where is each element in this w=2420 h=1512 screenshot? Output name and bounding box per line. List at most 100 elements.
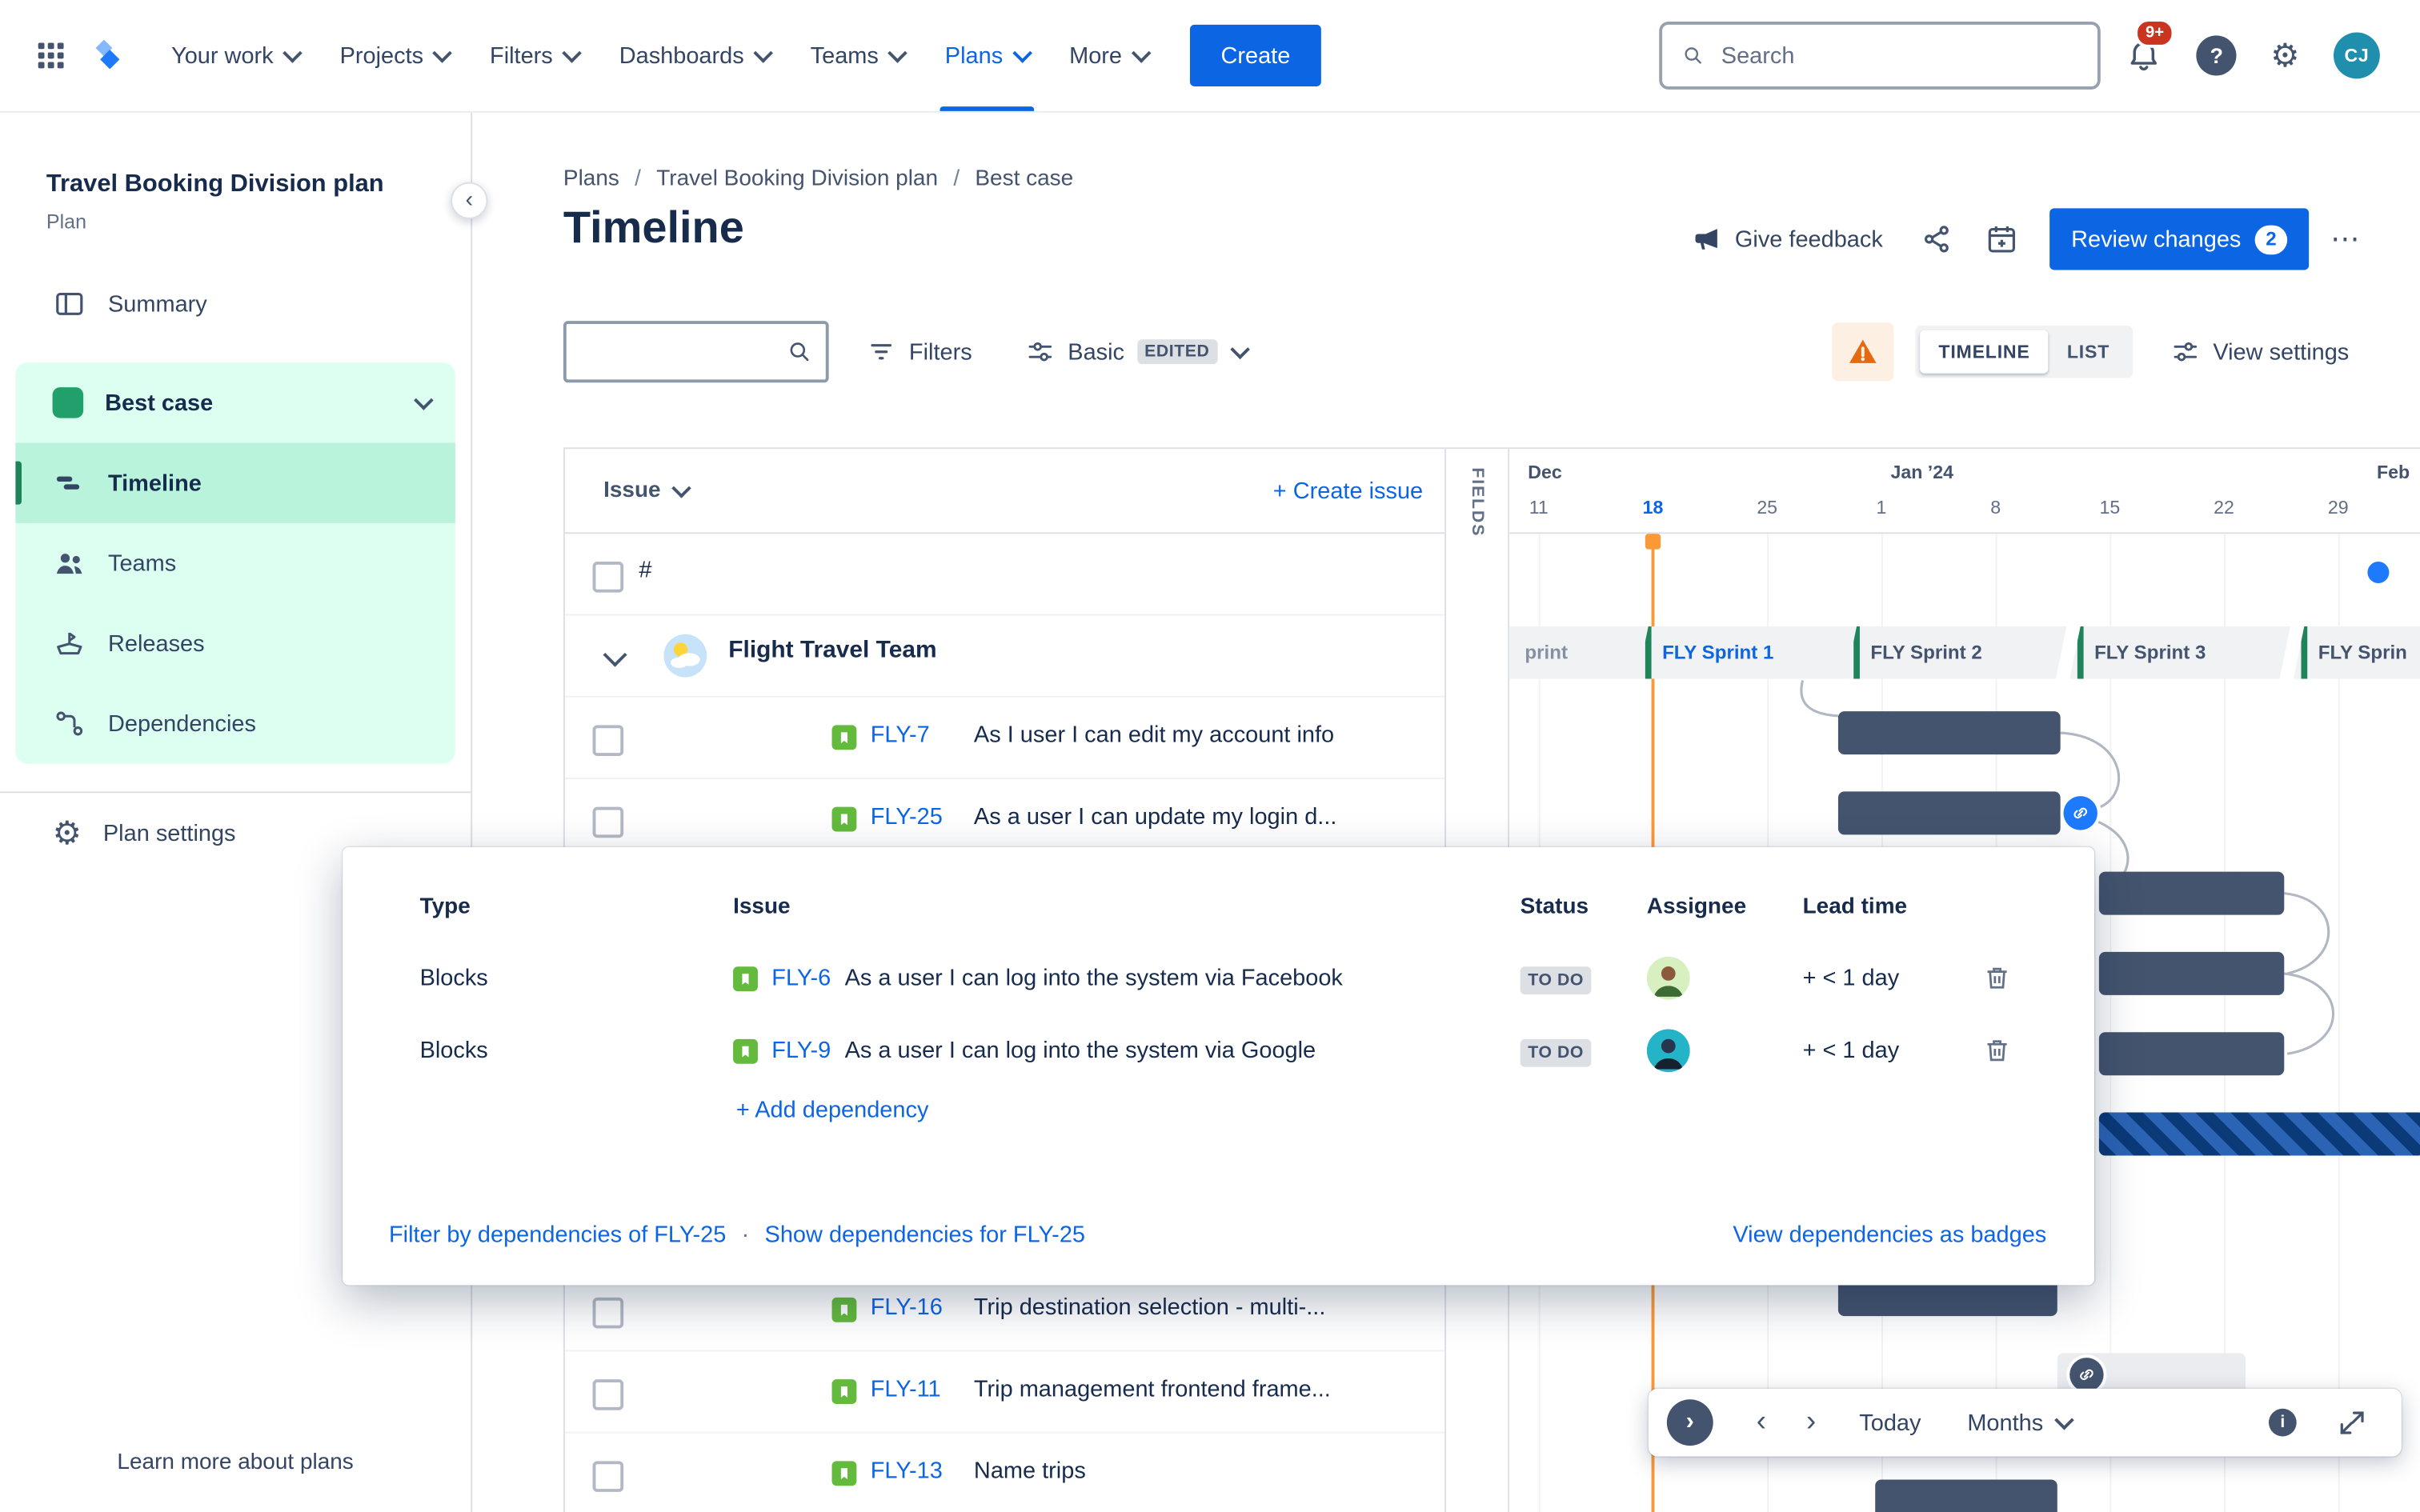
dependencies-popup: Type Issue Status Assignee Lead time Blo…: [343, 846, 2095, 1286]
nav-filters[interactable]: Filters: [470, 0, 599, 111]
app-switcher-button[interactable]: [25, 30, 78, 82]
sidebar-item-summary[interactable]: Summary: [0, 264, 471, 344]
gantt-bar[interactable]: [1837, 791, 2061, 835]
gantt-bar[interactable]: [1837, 711, 2061, 755]
give-feedback-button[interactable]: Give feedback: [1677, 211, 1899, 266]
release-marker[interactable]: [2367, 561, 2390, 583]
issue-key-link[interactable]: FLY-16: [870, 1294, 943, 1321]
plan-header: Travel Booking Division plan Plan: [0, 111, 471, 234]
settings-button[interactable]: ⚙: [2262, 30, 2309, 82]
row-checkbox[interactable]: [592, 725, 624, 756]
team-row[interactable]: Flight Travel Team: [564, 615, 1445, 698]
chevron-down-icon: [1131, 42, 1152, 62]
row-checkbox[interactable]: [592, 561, 624, 593]
sidebar-item-teams[interactable]: Teams: [15, 523, 455, 603]
row-checkbox[interactable]: [592, 1297, 624, 1329]
timeline-search-input[interactable]: [579, 338, 786, 366]
dependency-link-badge[interactable]: [2069, 1358, 2104, 1392]
zoom-level-dropdown[interactable]: Months: [1949, 1400, 2089, 1445]
list-toggle[interactable]: LIST: [2049, 330, 2129, 374]
nav-label: Projects: [339, 42, 424, 69]
sprint-header[interactable]: FLY Sprin: [2294, 626, 2420, 679]
collapse-chevron-icon[interactable]: [603, 642, 627, 667]
jira-logo[interactable]: [77, 26, 135, 85]
add-dependency-link[interactable]: + Add dependency: [735, 1097, 929, 1123]
issue-key-link[interactable]: FLY-9: [771, 1037, 831, 1064]
info-button[interactable]: i: [2254, 1399, 2312, 1446]
sidebar-item-plan-settings[interactable]: ⚙ Plan settings: [0, 794, 471, 874]
filter-by-dependencies-link[interactable]: Filter by dependencies of FLY-25: [388, 1221, 727, 1248]
row-checkbox[interactable]: [592, 806, 624, 838]
help-button[interactable]: ?: [2187, 26, 2246, 85]
issue-column-header[interactable]: Issue: [603, 478, 691, 503]
sidebar-item-timeline[interactable]: Timeline: [15, 442, 455, 524]
breadcrumb-plan-name[interactable]: Travel Booking Division plan: [656, 166, 939, 192]
create-issue-link[interactable]: + Create issue: [1272, 477, 1424, 504]
nav-your-work[interactable]: Your work: [151, 0, 320, 111]
sprint-header[interactable]: FLY Sprint 1: [1637, 626, 1858, 679]
view-dependencies-as-badges-link[interactable]: View dependencies as badges: [1733, 1221, 2047, 1248]
breadcrumb-plans[interactable]: Plans: [563, 166, 619, 192]
sidebar-item-dependencies[interactable]: Dependencies: [15, 684, 455, 764]
calendar-plus-button[interactable]: [1976, 213, 2029, 266]
nav-dashboards[interactable]: Dashboards: [599, 0, 791, 111]
delete-dependency-button[interactable]: [1978, 1032, 2015, 1069]
expand-panel-button[interactable]: ›: [1666, 1399, 1713, 1446]
row-checkbox[interactable]: [592, 1379, 624, 1410]
issue-key-link[interactable]: FLY-25: [870, 803, 943, 830]
nav-teams[interactable]: Teams: [791, 0, 925, 111]
filters-button[interactable]: Filters: [851, 324, 988, 379]
issue-key-link[interactable]: FLY-11: [870, 1376, 941, 1403]
dependency-link-badge[interactable]: [2063, 796, 2097, 830]
date-label: 29: [2327, 496, 2349, 518]
nav-plans[interactable]: Plans: [925, 0, 1049, 111]
profile-button[interactable]: CJ: [2324, 23, 2389, 88]
view-settings-button[interactable]: View settings: [2154, 324, 2364, 379]
issue-key-link[interactable]: FLY-6: [771, 965, 831, 992]
warning-button[interactable]: [1832, 322, 1894, 382]
fullscreen-button[interactable]: [2322, 1398, 2383, 1447]
date-label: 8: [1990, 496, 2001, 518]
sidebar-item-releases[interactable]: Releases: [15, 603, 455, 683]
gantt-bar-striped[interactable]: [2098, 1112, 2420, 1156]
global-search-input[interactable]: [1717, 41, 2080, 70]
create-button[interactable]: Create: [1189, 24, 1321, 86]
issue-key-link[interactable]: FLY-7: [870, 722, 930, 749]
team-avatar: [663, 634, 707, 678]
share-button[interactable]: [1911, 213, 1964, 266]
sidebar-collapse-button[interactable]: ‹: [451, 182, 488, 219]
review-changes-button[interactable]: Review changes 2: [2049, 208, 2310, 270]
gantt-bar[interactable]: [2098, 871, 2285, 915]
sprint-header[interactable]: FLY Sprint 2: [1846, 626, 2067, 679]
scenario-header[interactable]: Best case: [15, 363, 455, 443]
issue-row[interactable]: FLY-11 Trip management frontend frame...: [564, 1351, 1445, 1434]
issue-key-link[interactable]: FLY-13: [870, 1458, 943, 1485]
timeline-search[interactable]: [563, 321, 829, 383]
global-search[interactable]: [1659, 21, 2101, 90]
breadcrumb-scenario[interactable]: Best case: [975, 166, 1074, 192]
teams-icon: [56, 554, 82, 574]
issue-row[interactable]: FLY-7 As I user I can edit my account in…: [564, 698, 1445, 779]
gantt-bar[interactable]: [2098, 951, 2285, 995]
today-button[interactable]: Today: [1841, 1400, 1939, 1445]
row-checkbox[interactable]: [592, 1461, 624, 1492]
sprint-header[interactable]: FLY Sprint 3: [2069, 626, 2290, 679]
gantt-bar[interactable]: [2098, 1032, 2285, 1076]
issue-row[interactable]: FLY-16 Trip destination selection - mult…: [564, 1270, 1445, 1352]
view-mode-dropdown[interactable]: Basic EDITED: [1009, 324, 1262, 379]
nav-projects[interactable]: Projects: [320, 0, 470, 111]
learn-more-link[interactable]: Learn more about plans: [117, 1450, 354, 1475]
delete-dependency-button[interactable]: [1978, 960, 2015, 997]
show-dependencies-link[interactable]: Show dependencies for FLY-25: [764, 1221, 1086, 1248]
scroll-left-button[interactable]: ‹: [1741, 1396, 1781, 1449]
more-options-button[interactable]: ⋯: [2322, 215, 2371, 263]
timeline-toggle[interactable]: TIMELINE: [1920, 330, 2049, 374]
gear-icon: ⚙: [52, 814, 82, 851]
issue-row[interactable]: FLY-13 Name trips: [565, 1434, 1444, 1512]
notifications-button[interactable]: 9+: [2116, 18, 2175, 83]
scroll-right-button[interactable]: ›: [1791, 1396, 1832, 1449]
nav-more[interactable]: More: [1049, 0, 1168, 111]
gantt-bar[interactable]: [1875, 1479, 2057, 1512]
assignee-cell: [1646, 1029, 1690, 1073]
